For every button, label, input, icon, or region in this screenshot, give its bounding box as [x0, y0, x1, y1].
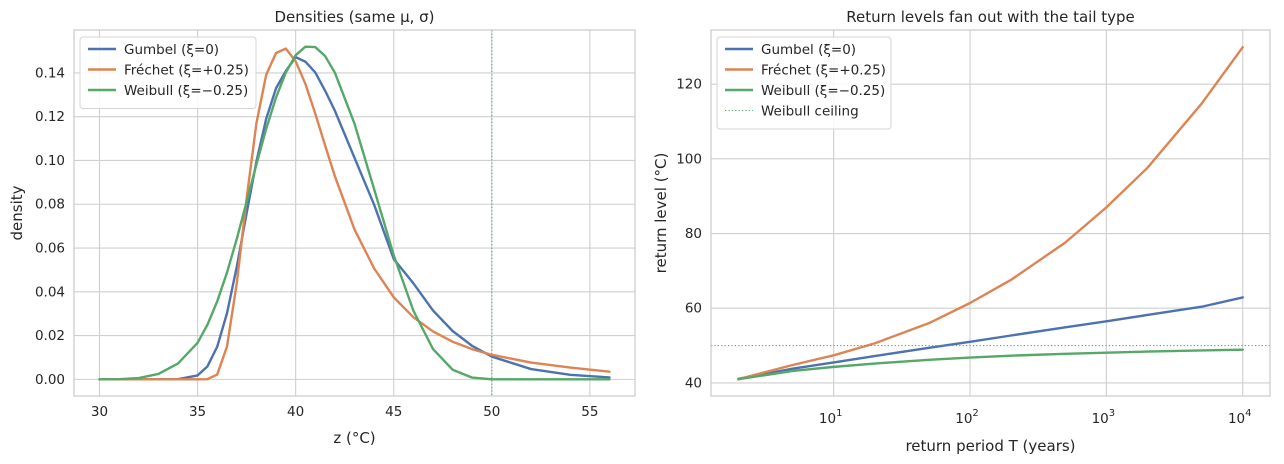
chart-1: 30 35 40 45 50 55 0.00 0.02 0.04 0.06 0.08 0.10 0.12… — [8, 8, 636, 447]
axes-frame — [73, 29, 636, 397]
legend: Gumbel (ξ=0) Fréchet (ξ=+0.25) Weibull (ξ=… — [79, 36, 257, 109]
x-tick-label: 102 — [955, 408, 979, 427]
x-tick-exponent: 1 — [836, 408, 842, 419]
x-tick-label: 104 — [1228, 408, 1252, 427]
x-tick-label: 45 — [385, 404, 402, 420]
legend-label: Weibull ceiling — [761, 103, 859, 119]
x-tick-base: 10 — [955, 411, 972, 427]
x-axis-title: return period T (years) — [905, 437, 1075, 455]
y-tick-label: 0.10 — [35, 153, 65, 169]
y-tick-label: 0.04 — [35, 284, 65, 300]
y-tick-label: 0.08 — [35, 197, 65, 213]
y-tick-label: 60 — [685, 301, 702, 317]
y-tick-label: 40 — [685, 375, 702, 391]
x-tick-label: 103 — [1092, 408, 1116, 427]
x-tick-label: 35 — [189, 404, 206, 420]
x-tick-base: 10 — [1228, 411, 1245, 427]
y-tick-label: 0.02 — [35, 328, 65, 344]
y-axis-title: return level (°C) — [652, 153, 670, 274]
y-tick-label: 0.14 — [35, 65, 65, 81]
y-tick-label: 80 — [685, 226, 702, 242]
x-tick-label: 55 — [581, 404, 598, 420]
series-line-1 — [98, 55, 611, 381]
y-tick-label: 0.06 — [35, 241, 65, 257]
legend-label: Gumbel (ξ=0) — [124, 42, 219, 58]
legend-label: Fréchet (ξ=+0.25) — [124, 62, 249, 78]
x-tick-label: 50 — [483, 404, 500, 420]
legend-label: Gumbel (ξ=0) — [761, 42, 856, 58]
legend-label: Weibull (ξ=−0.25) — [761, 83, 885, 99]
x-tick-label: 40 — [287, 404, 304, 420]
series-line-3 — [98, 45, 611, 381]
chart-title: Densities (same μ, σ) — [274, 8, 434, 26]
chart-title: Return levels fan out with the tail type — [846, 8, 1135, 26]
legend-label: Fréchet (ξ=+0.25) — [761, 62, 886, 78]
x-tick-label: 30 — [91, 404, 108, 420]
series-line-3 — [737, 348, 1244, 381]
legend-box — [716, 36, 892, 130]
series-line-2 — [737, 45, 1244, 381]
y-tick-label: 0.12 — [35, 109, 65, 125]
legend-label: Weibull (ξ=−0.25) — [124, 83, 248, 99]
series-line-2 — [98, 47, 611, 381]
x-tick-exponent: 4 — [1245, 408, 1251, 419]
y-tick-label: 120 — [676, 77, 702, 93]
x-axis-title: z (°C) — [333, 429, 375, 447]
y-tick-label: 0.00 — [35, 372, 65, 388]
x-tick-base: 10 — [819, 411, 836, 427]
x-tick-base: 10 — [1092, 411, 1109, 427]
y-tick-label: 100 — [676, 151, 702, 167]
x-tick-label: 101 — [819, 408, 843, 427]
y-axis-title: density — [8, 185, 26, 240]
x-tick-exponent: 2 — [972, 408, 978, 419]
legend-box — [79, 36, 257, 109]
legend: Gumbel (ξ=0) Fréchet (ξ=+0.25) Weibull (ξ=… — [716, 36, 892, 130]
x-tick-exponent: 3 — [1109, 408, 1115, 419]
series-line-1 — [737, 296, 1244, 381]
axes-frame — [710, 29, 1271, 397]
